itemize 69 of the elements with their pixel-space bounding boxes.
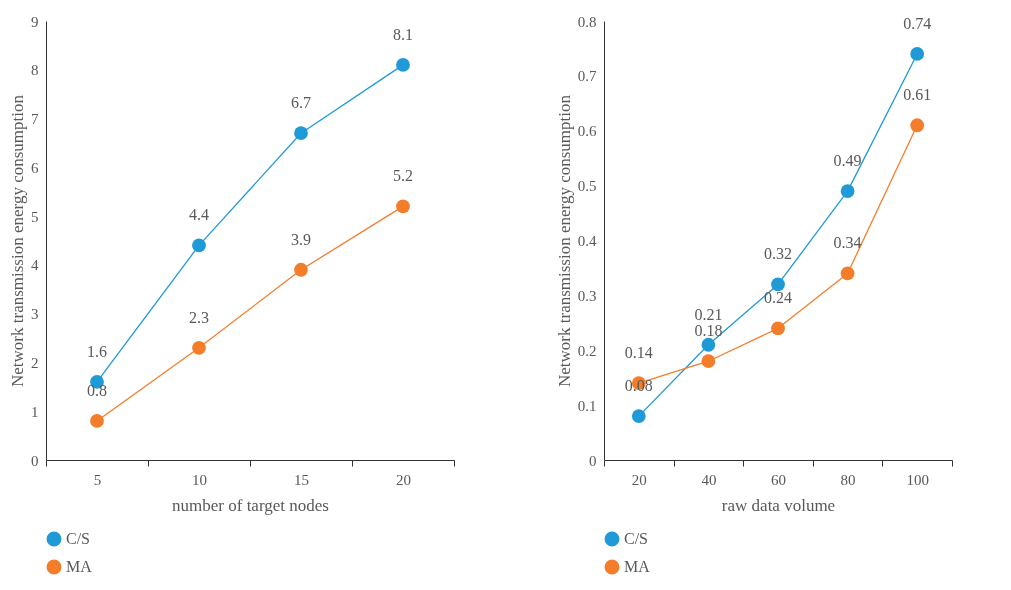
y-axis-title: Network transmission energy consumption	[8, 94, 27, 387]
y-tick-label: 5	[31, 208, 39, 225]
x-tick-label: 100	[906, 471, 929, 488]
point	[771, 277, 785, 292]
x-tick-label: 20	[396, 471, 411, 488]
data-label: 0.24	[764, 289, 792, 307]
point	[840, 266, 855, 281]
y-tick-label: 0.1	[577, 397, 597, 414]
y-tick-label: 6	[31, 159, 39, 176]
x-tick-label: 20	[631, 471, 647, 488]
data-label: 8.1	[393, 25, 413, 43]
legend-label: C/S	[624, 530, 649, 547]
x-tick-label: 15	[294, 471, 309, 488]
data-label: 0.14	[624, 344, 653, 362]
point	[192, 340, 206, 355]
y-tick-label: 9	[31, 13, 39, 30]
y-tick-label: 8	[31, 62, 39, 79]
point	[840, 184, 855, 198]
point	[771, 321, 785, 336]
x-tick-label: 60	[771, 471, 786, 488]
data-label: 3.9	[291, 230, 311, 248]
data-label: 6.7	[291, 94, 311, 112]
data-label: 0.18	[694, 322, 723, 340]
y-tick-label: 0.3	[577, 287, 597, 304]
data-label: 0.21	[694, 305, 723, 323]
y-tick-label: 0.7	[577, 68, 597, 85]
data-label: 0.32	[764, 245, 792, 263]
y-tick-label: 0.2	[577, 342, 597, 359]
y-tick-label: 0.4	[577, 233, 597, 249]
data-label: 0.8	[87, 381, 107, 399]
point	[631, 409, 646, 423]
data-label: 4.4	[189, 206, 209, 224]
y-axis-title: Network transmission energy consumption	[554, 94, 574, 387]
data-label: 0.61	[903, 86, 932, 104]
y-tick-label: 0.5	[577, 178, 597, 195]
x-tick-label: 80	[840, 471, 856, 488]
point	[294, 126, 308, 141]
data-label: 5.2	[393, 167, 413, 185]
point	[192, 238, 206, 253]
y-tick-label: 0.6	[577, 123, 597, 140]
y-tick-label: 2	[31, 354, 39, 371]
y-tick-label: 0	[31, 452, 39, 469]
data-label: 0.49	[833, 152, 862, 170]
data-label: 1.6	[87, 342, 107, 360]
x-tick-label: 10	[192, 471, 207, 488]
point	[701, 337, 716, 352]
x-tick-label: 40	[701, 471, 717, 488]
x-axis-title: number of target nodes	[172, 495, 329, 515]
y-tick-label: 4	[31, 257, 39, 274]
point	[396, 199, 410, 214]
point	[910, 118, 925, 133]
legend-label: MA	[66, 558, 93, 575]
y-tick-label: 0.8	[577, 13, 597, 30]
y-tick-label: 7	[31, 111, 39, 128]
legend-label: C/S	[66, 530, 91, 547]
x-axis-title: raw data volume	[721, 495, 836, 515]
y-tick-label: 1	[31, 403, 39, 420]
point	[701, 354, 716, 369]
data-label: 0.74	[903, 14, 932, 32]
point	[910, 47, 925, 61]
point	[90, 414, 104, 428]
x-tick-label: 5	[93, 471, 102, 488]
y-tick-label: 3	[31, 306, 39, 323]
data-label: 2.3	[189, 308, 209, 326]
y-tick-label: 0	[589, 452, 597, 469]
data-label: 0.34	[833, 234, 862, 252]
legend-label: MA	[624, 558, 651, 575]
point	[294, 262, 308, 277]
point	[396, 58, 410, 72]
